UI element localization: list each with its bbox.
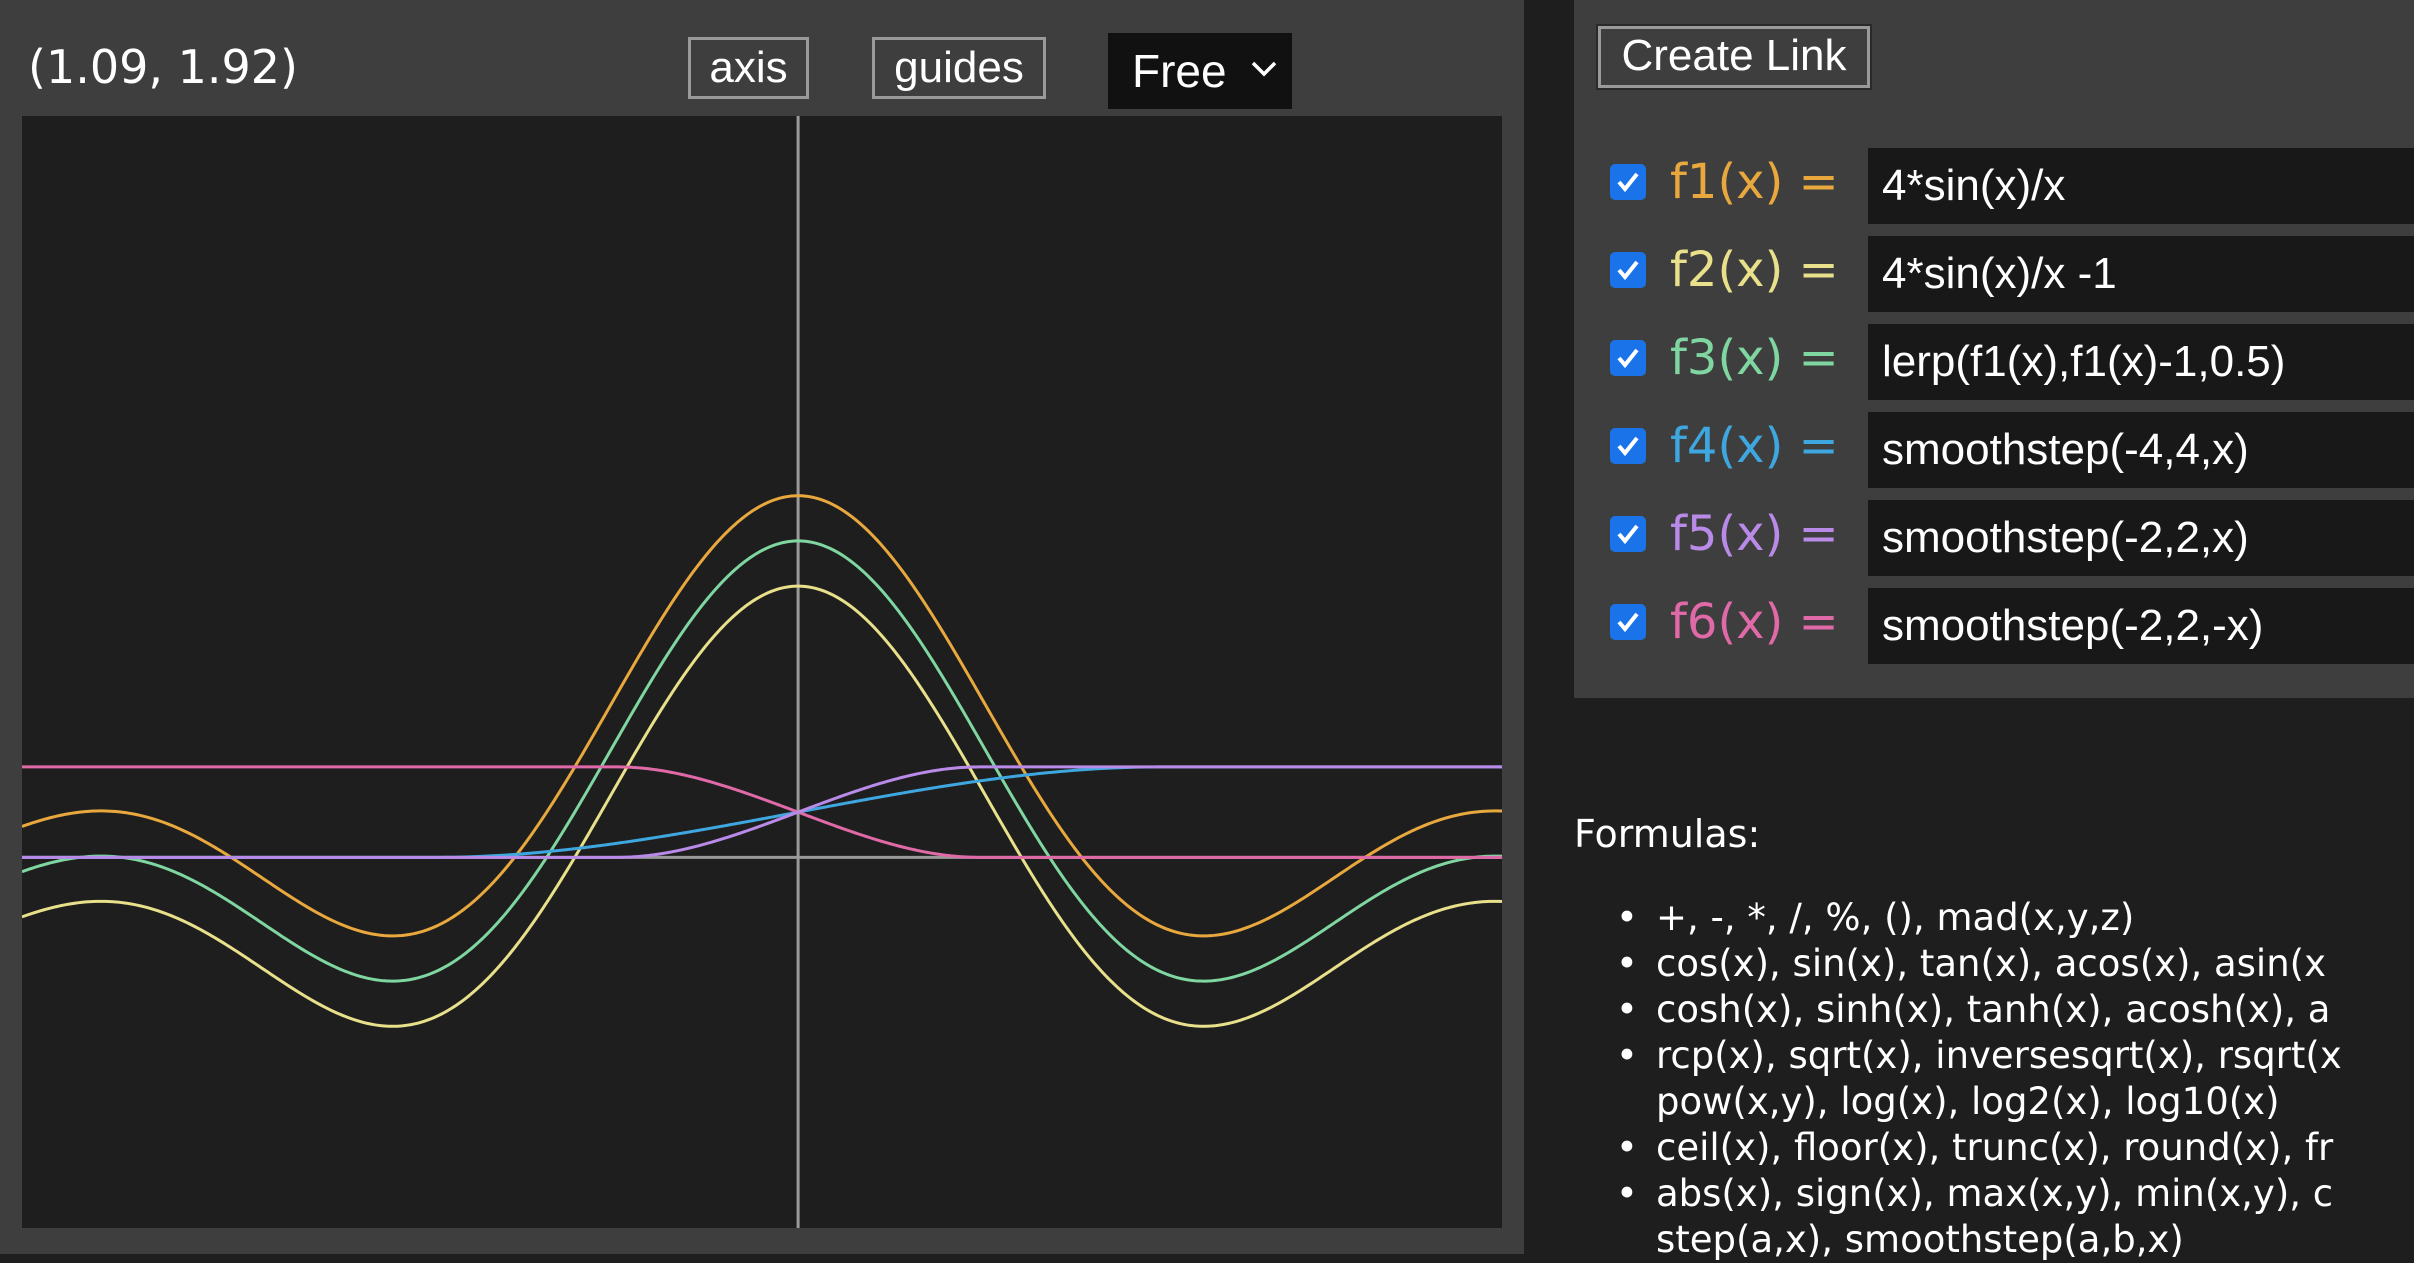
formulas-heading: Formulas: (1574, 812, 1761, 856)
bullet-icon: • (1616, 1126, 1638, 1169)
mode-select[interactable]: Free (1108, 33, 1292, 109)
function-curve-f5 (22, 765, 1502, 859)
function-expression-input[interactable]: 4*sin(x)/x -1 (1868, 236, 2414, 312)
mode-select-value: Free (1132, 45, 1227, 97)
formula-text: cosh(x), sinh(x), tanh(x), acosh(x), a (1656, 988, 2331, 1031)
function-expression-input[interactable]: 4*sin(x)/x (1868, 148, 2414, 224)
formula-list-item: • cos(x), sin(x), tan(x), acos(x), asin(x (1616, 941, 2342, 987)
formula-text: pow(x,y), log(x), log2(x), log10(x) (1656, 1080, 2280, 1123)
function-row: f6(x) = smoothstep(-2,2,-x) (1574, 588, 2414, 668)
checkmark-icon (1617, 260, 1639, 281)
function-row: f1(x) = 4*sin(x)/x (1574, 148, 2414, 228)
function-name-label: f3(x) = (1670, 330, 1839, 386)
bullet-icon: • (1616, 1034, 1638, 1077)
function-expression-input[interactable]: smoothstep(-4,4,x) (1868, 412, 2414, 488)
bullet-icon: • (1616, 988, 1638, 1031)
function-visible-checkbox[interactable] (1610, 604, 1646, 640)
function-name-label: f4(x) = (1670, 418, 1839, 474)
function-visible-checkbox[interactable] (1610, 516, 1646, 552)
function-visible-checkbox[interactable] (1610, 428, 1646, 464)
function-expression-input[interactable]: smoothstep(-2,2,x) (1868, 500, 2414, 576)
function-name-label: f2(x) = (1670, 242, 1839, 298)
function-row: f4(x) = smoothstep(-4,4,x) (1574, 412, 2414, 492)
checkmark-icon (1617, 612, 1639, 633)
checkmark-icon (1617, 172, 1639, 193)
function-name-label: f1(x) = (1670, 154, 1839, 210)
checkmark-icon (1617, 348, 1639, 369)
create-link-button[interactable]: Create Link (1596, 24, 1872, 90)
function-curve-f4 (22, 765, 1502, 859)
checkmark-icon (1617, 524, 1639, 545)
coordinate-readout: (1.09, 1.92) (28, 40, 298, 94)
formula-list-item: • ceil(x), floor(x), trunc(x), round(x), … (1616, 1125, 2342, 1171)
graph-panel: (1.09, 1.92) axis guides Free (0, 0, 1524, 1254)
formula-list-item: • +, -, *, /, %, (), mad(x,y,z) (1616, 895, 2342, 941)
chevron-down-icon (1251, 61, 1277, 77)
function-name-label: f5(x) = (1670, 506, 1839, 562)
formula-text: +, -, *, /, %, (), mad(x,y,z) (1656, 896, 2135, 939)
function-panel: Create Link f1(x) = 4*sin(x)/x f2(x) = 4*si… (1574, 0, 2414, 698)
function-row: f3(x) = lerp(f1(x),f1(x)-1,0.5) (1574, 324, 2414, 404)
checkmark-icon (1617, 436, 1639, 457)
formula-text: abs(x), sign(x), max(x,y), min(x,y), c (1656, 1172, 2334, 1215)
guides-button[interactable]: guides (872, 37, 1046, 99)
formula-text: ceil(x), floor(x), trunc(x), round(x), f… (1656, 1126, 2334, 1169)
function-name-label: f6(x) = (1670, 594, 1839, 650)
function-curve-f3 (22, 539, 1502, 983)
bullet-icon: • (1616, 1172, 1638, 1215)
graph-canvas[interactable] (22, 116, 1502, 1228)
bullet-icon: • (1616, 942, 1638, 985)
bullet-icon: • (1616, 896, 1638, 939)
function-row: f2(x) = 4*sin(x)/x -1 (1574, 236, 2414, 316)
axis-button[interactable]: axis (688, 37, 809, 99)
function-expression-input[interactable]: smoothstep(-2,2,-x) (1868, 588, 2414, 664)
function-row: f5(x) = smoothstep(-2,2,x) (1574, 500, 2414, 580)
formula-list-item: • rcp(x), sqrt(x), inversesqrt(x), rsqrt(… (1616, 1033, 2342, 1125)
formula-text: rcp(x), sqrt(x), inversesqrt(x), rsqrt(x (1656, 1034, 2342, 1077)
formula-text: cos(x), sin(x), tan(x), acos(x), asin(x (1656, 942, 2326, 985)
formula-text: step(a,x), smoothstep(a,b,x) (1656, 1218, 2184, 1261)
function-expression-input[interactable]: lerp(f1(x),f1(x)-1,0.5) (1868, 324, 2414, 400)
function-visible-checkbox[interactable] (1610, 340, 1646, 376)
function-curve-f1 (22, 494, 1502, 938)
function-curve-f6 (22, 765, 1502, 859)
formula-list-item: • cosh(x), sinh(x), tanh(x), acosh(x), a (1616, 987, 2342, 1033)
function-visible-checkbox[interactable] (1610, 252, 1646, 288)
function-curve-f2 (22, 584, 1502, 1028)
formulas-list: • +, -, *, /, %, (), mad(x,y,z) • cos(x), s… (1616, 895, 2342, 1263)
function-visible-checkbox[interactable] (1610, 164, 1646, 200)
